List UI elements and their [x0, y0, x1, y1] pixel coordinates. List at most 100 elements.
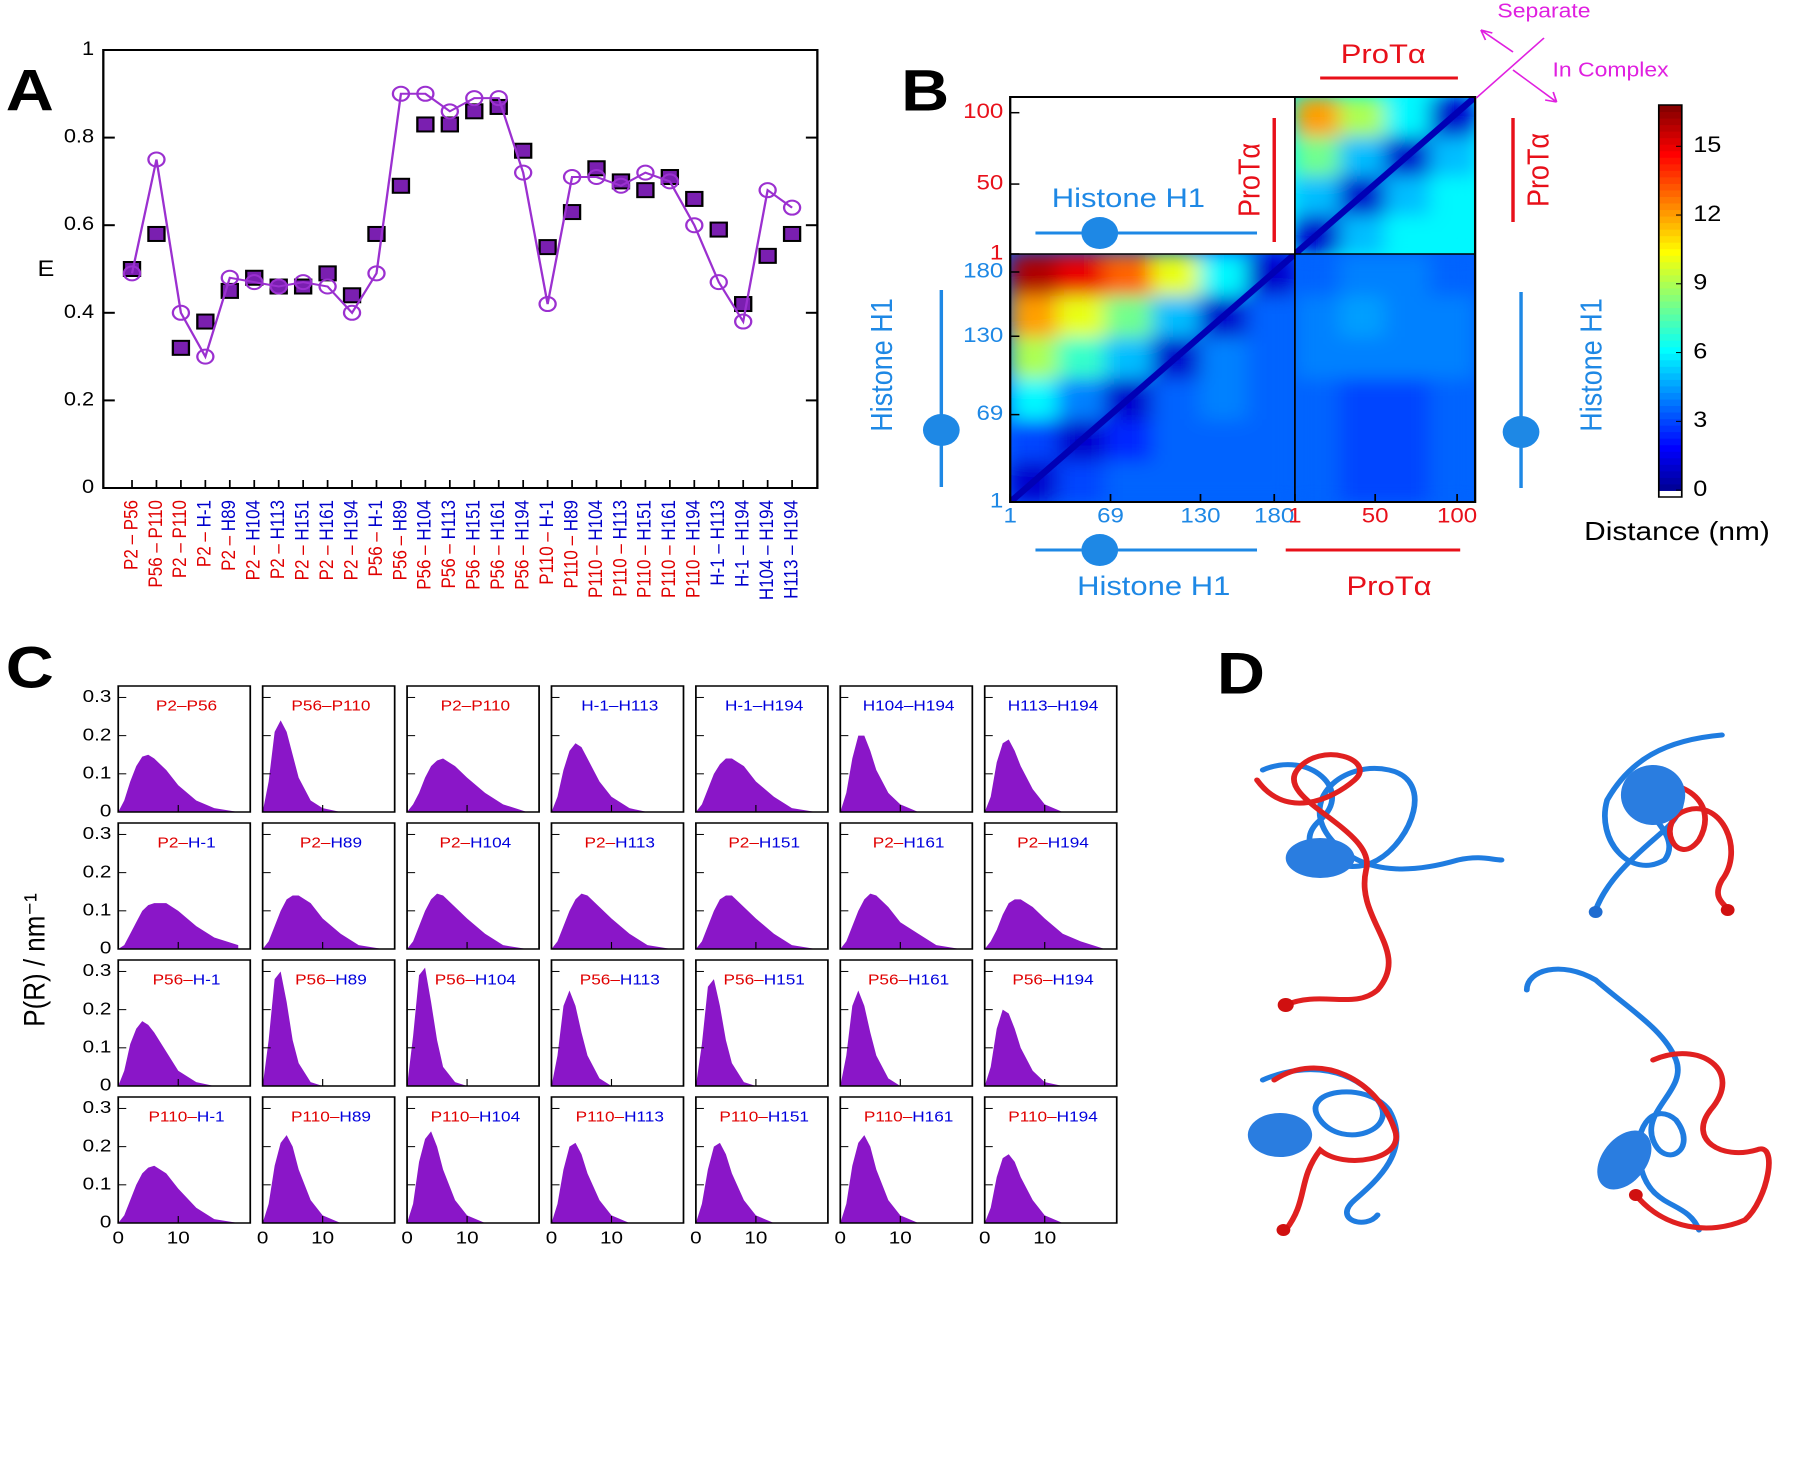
square-marker	[318, 265, 337, 282]
heatmap-cell	[1339, 294, 1386, 338]
x-tick-label: P2 – H151	[290, 500, 312, 580]
square-marker	[685, 190, 704, 207]
y-tick-label: 0.1	[83, 1174, 112, 1194]
heatmap-cell	[1057, 377, 1106, 420]
circle-marker	[367, 265, 386, 282]
y-tick-label: 0	[100, 801, 112, 821]
x-tick-label: P110 – H161	[657, 500, 679, 598]
panel-frame	[695, 959, 829, 1087]
x-tick-label: 180	[1254, 504, 1294, 527]
heatmap-cell	[1429, 377, 1476, 420]
distribution-area	[118, 754, 239, 812]
y-tick-label: 0.1	[83, 900, 112, 920]
panel-frame	[117, 959, 252, 1087]
heatmap-cell	[1199, 336, 1249, 379]
colorbar-step	[1658, 379, 1682, 387]
panel-frame	[117, 685, 252, 813]
panel-frame	[550, 685, 685, 813]
x-tick-label: 0	[257, 1228, 269, 1248]
x-tick-label: 50	[1362, 504, 1389, 527]
colorbar-step	[1658, 346, 1682, 354]
circle-marker	[440, 103, 460, 120]
panel-title: P56–H194	[1012, 972, 1093, 989]
y-tick-label: 0.3	[83, 823, 112, 843]
x-tick-label: P110 – H151	[632, 500, 654, 598]
distribution-area	[840, 893, 961, 949]
heatmap-cell	[1384, 336, 1431, 379]
panel-frame	[406, 1096, 540, 1224]
colorbar-tick-label: 6	[1693, 340, 1707, 364]
x-tick-label: 0	[690, 1228, 702, 1248]
heatmap-cell	[1199, 254, 1249, 296]
colorbar-step	[1658, 137, 1682, 145]
colorbar-step	[1658, 150, 1682, 158]
colorbar-frame	[1657, 104, 1683, 498]
colorbar-step	[1658, 111, 1682, 119]
y-tick-label: 180	[963, 259, 1003, 282]
panel-title: H-1–H194	[725, 698, 803, 715]
y-tick-label: 0.1	[83, 1037, 112, 1057]
colorbar-step	[1658, 196, 1682, 204]
panel-frame	[839, 822, 974, 950]
colorbar-step	[1658, 274, 1682, 282]
y-tick-label: 0.2	[83, 1136, 112, 1156]
colorbar-step	[1658, 163, 1682, 171]
colorbar-step	[1658, 399, 1682, 407]
colorbar-step	[1658, 372, 1682, 380]
distribution-area	[984, 739, 1105, 812]
segment-label: ProTα	[1341, 40, 1426, 70]
panel-title: P110–H113	[576, 1109, 664, 1126]
heatmap-cell	[1246, 460, 1295, 502]
series-line	[130, 92, 793, 360]
square-marker	[734, 296, 753, 313]
y-tick-label: 0.2	[83, 725, 112, 745]
colorbar-step	[1658, 477, 1682, 485]
panel-frame	[983, 822, 1118, 950]
circle-marker	[611, 177, 631, 194]
colorbar-step	[1658, 470, 1682, 478]
colorbar-step	[1658, 287, 1682, 295]
x-tick-label: P110 – H-1	[535, 500, 557, 585]
x-tick-label: 10	[744, 1228, 767, 1248]
x-tick-label: 10	[311, 1228, 334, 1248]
colorbar-step	[1658, 235, 1682, 243]
segment-label: Histone H1	[1052, 184, 1205, 214]
y-tick-label: 0.2	[64, 389, 94, 410]
colorbar-step	[1658, 451, 1682, 459]
diagonal	[1010, 254, 1295, 502]
colorbar-step	[1658, 385, 1682, 393]
colorbar-tick-label: 3	[1693, 409, 1707, 433]
plot-frame	[102, 49, 819, 489]
heatmap-cell	[1429, 214, 1476, 254]
colorbar-step	[1658, 359, 1682, 367]
heatmap-cell	[1104, 294, 1154, 338]
y-tick-label: 0.3	[83, 686, 112, 706]
x-tick-label: 0	[546, 1228, 558, 1248]
colorbar-step	[1658, 176, 1682, 184]
heatmap-cell	[1294, 97, 1341, 137]
y-axis-label: P(R) / nm⁻¹	[18, 893, 51, 1027]
distribution-area	[262, 720, 383, 812]
circle-marker	[220, 269, 239, 286]
circle-marker	[293, 274, 313, 291]
colorbar-step	[1658, 118, 1682, 126]
y-tick-label: 69	[977, 402, 1004, 425]
heatmap-cell	[1339, 97, 1386, 137]
panel-title: P56–H113	[580, 972, 660, 989]
circle-marker	[245, 274, 264, 291]
heatmap-cell	[1057, 460, 1106, 502]
heatmap-cell	[1246, 336, 1295, 379]
colorbar-tick-label: 12	[1693, 202, 1721, 226]
x-tick-label: P56 – H151	[461, 500, 483, 590]
square-marker	[416, 116, 435, 133]
heatmap-cells	[1294, 254, 1476, 502]
arrow	[1512, 69, 1558, 103]
heatmap-block	[1010, 254, 1295, 502]
panel-frame	[406, 685, 540, 813]
distribution-area	[407, 1131, 528, 1223]
colorbar-step	[1658, 490, 1682, 498]
heatmap-cell	[1246, 377, 1295, 420]
colorbar-step	[1658, 222, 1682, 230]
square-marker	[440, 116, 460, 133]
circle-marker	[758, 182, 777, 199]
